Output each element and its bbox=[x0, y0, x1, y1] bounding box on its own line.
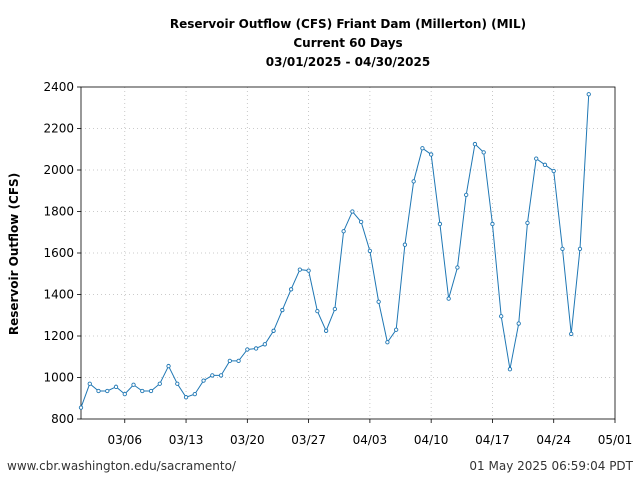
y-axis: 800 1000 1200 1400 1600 1800 2000 2200 2400 bbox=[43, 80, 81, 426]
data-point bbox=[490, 221, 495, 227]
x-tick-label: 04/17 bbox=[475, 433, 510, 447]
data-point bbox=[402, 242, 408, 247]
footer-source-link[interactable]: www.cbr.washington.edu/sacramento/ bbox=[7, 459, 237, 473]
data-point bbox=[175, 381, 180, 386]
x-tick-label: 03/27 bbox=[291, 433, 326, 447]
data-point bbox=[393, 327, 399, 332]
series-outflow bbox=[78, 92, 591, 410]
data-point bbox=[122, 391, 127, 397]
data-point bbox=[262, 342, 267, 347]
x-tick-label: 05/01 bbox=[598, 433, 633, 447]
y-tick-label: 1400 bbox=[43, 288, 74, 302]
data-point bbox=[358, 219, 364, 225]
data-point bbox=[446, 296, 451, 301]
data-point bbox=[131, 382, 136, 387]
data-point bbox=[218, 373, 224, 378]
y-tick-label: 2000 bbox=[43, 163, 74, 177]
data-point bbox=[385, 340, 390, 345]
data-point bbox=[560, 246, 565, 252]
data-point bbox=[140, 388, 145, 394]
data-point bbox=[341, 229, 346, 234]
x-tick-label: 04/24 bbox=[536, 433, 571, 447]
data-point bbox=[227, 358, 232, 364]
x-tick-label: 04/03 bbox=[353, 433, 388, 447]
data-point bbox=[78, 405, 84, 410]
footer-timestamp: 01 May 2025 06:59:04 PDT bbox=[469, 459, 633, 473]
data-point bbox=[429, 152, 434, 157]
data-point bbox=[166, 363, 171, 369]
data-point bbox=[455, 265, 460, 270]
data-point bbox=[236, 358, 241, 364]
data-point bbox=[481, 150, 486, 155]
data-point bbox=[271, 328, 276, 333]
data-point bbox=[516, 321, 521, 326]
data-point bbox=[376, 299, 381, 304]
y-tick-label: 1800 bbox=[43, 205, 74, 219]
data-point bbox=[105, 388, 110, 394]
x-tick-label: 03/06 bbox=[107, 433, 142, 447]
data-point bbox=[253, 346, 259, 351]
data-point bbox=[350, 209, 355, 214]
data-point bbox=[551, 168, 556, 174]
y-tick-label: 1200 bbox=[43, 329, 74, 343]
y-tick-label: 1000 bbox=[43, 371, 74, 385]
data-point bbox=[201, 378, 206, 383]
data-point bbox=[87, 381, 92, 386]
data-point bbox=[507, 367, 513, 372]
data-point bbox=[472, 141, 478, 147]
data-point bbox=[569, 331, 574, 337]
data-point bbox=[288, 287, 294, 292]
data-point bbox=[420, 146, 425, 151]
data-point bbox=[297, 267, 303, 272]
x-tick-label: 03/20 bbox=[230, 433, 265, 447]
data-point bbox=[499, 314, 504, 319]
data-point bbox=[542, 162, 548, 167]
y-tick-label: 2400 bbox=[43, 80, 74, 94]
data-point bbox=[323, 328, 329, 333]
data-point bbox=[148, 388, 154, 394]
data-point bbox=[96, 388, 101, 394]
data-point bbox=[367, 248, 373, 254]
chart-title: Reservoir Outflow (CFS) Friant Dam (Mill… bbox=[170, 17, 526, 69]
data-point bbox=[315, 308, 320, 314]
data-point bbox=[525, 220, 530, 226]
data-point bbox=[157, 381, 162, 386]
grid-lines bbox=[81, 87, 615, 419]
data-point bbox=[113, 384, 119, 389]
y-tick-label: 800 bbox=[51, 412, 74, 426]
data-point bbox=[437, 221, 443, 227]
data-point bbox=[332, 306, 338, 312]
data-point bbox=[280, 307, 285, 313]
x-tick-label: 03/13 bbox=[169, 433, 204, 447]
data-point bbox=[577, 246, 583, 252]
data-point bbox=[411, 179, 416, 184]
data-point bbox=[210, 373, 215, 378]
data-point bbox=[586, 92, 591, 97]
x-tick-label: 04/10 bbox=[414, 433, 449, 447]
y-axis-label: Reservoir Outflow (CFS) bbox=[7, 173, 21, 335]
x-axis: 03/06 03/13 03/20 03/27 04/03 04/10 04/17 04/24… bbox=[107, 419, 632, 447]
data-point bbox=[192, 391, 197, 397]
data-point bbox=[534, 156, 539, 161]
chart-title-line-3: 03/01/2025 - 04/30/2025 bbox=[266, 55, 430, 69]
data-point bbox=[245, 347, 250, 352]
data-point bbox=[306, 268, 311, 273]
data-point bbox=[464, 192, 469, 198]
y-tick-label: 1600 bbox=[43, 246, 74, 260]
chart-title-line-1: Reservoir Outflow (CFS) Friant Dam (Mill… bbox=[170, 17, 526, 31]
data-point bbox=[183, 395, 189, 400]
chart-title-line-2: Current 60 Days bbox=[293, 36, 402, 50]
y-tick-label: 2200 bbox=[43, 122, 74, 136]
